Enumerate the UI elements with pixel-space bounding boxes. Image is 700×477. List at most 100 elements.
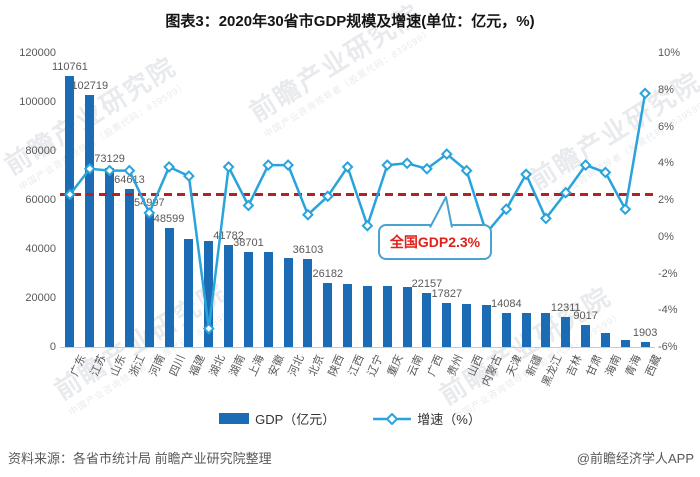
publisher-credit: @前瞻经济学人APP: [576, 451, 694, 466]
bar-西藏: [640, 342, 650, 347]
y-axis-tick-left: 120000: [19, 47, 56, 59]
x-axis-label-吉林: 吉林: [564, 353, 585, 379]
x-axis-label-江苏: 江苏: [88, 353, 109, 379]
growth-point-吉林: [559, 186, 572, 199]
bar-value-label-陕西: 26182: [312, 267, 344, 280]
growth-point-河北: [282, 159, 295, 172]
bar-湖北: [204, 240, 214, 347]
national-gdp-callout-text: 全国GDP2.3%: [389, 234, 481, 250]
bar-辽宁: [362, 285, 372, 347]
x-axis-label-辽宁: 辽宁: [366, 353, 387, 379]
growth-point-贵州: [440, 148, 453, 161]
growth-point-山西: [460, 164, 473, 177]
bar-江西: [343, 284, 353, 347]
bar-贵州: [442, 303, 452, 347]
y-axis-tick-right: 10%: [658, 47, 681, 59]
y-axis-tick-left: 60000: [25, 194, 56, 206]
y-axis-tick-left: 100000: [19, 96, 56, 108]
x-axis-label-甘肃: 甘肃: [584, 353, 605, 379]
y-axis-tick-left: 80000: [25, 145, 56, 157]
growth-point-陕西: [321, 190, 334, 203]
growth-point-辽宁: [361, 219, 374, 232]
growth-point-北京: [301, 208, 314, 221]
bar-广西: [422, 292, 432, 347]
bar-山西: [462, 303, 472, 347]
bar-海南: [600, 333, 610, 347]
bar-山东: [105, 167, 115, 347]
x-axis-line: [60, 347, 655, 348]
bar-value-label-江苏: 102719: [71, 80, 109, 93]
growth-point-新疆: [520, 168, 533, 181]
x-axis-label-贵州: 贵州: [445, 353, 466, 379]
x-axis-label-江西: 江西: [346, 353, 367, 379]
bar-value-label-西藏: 1903: [632, 327, 658, 340]
bar-value-label-甘肃: 9017: [573, 309, 598, 322]
x-axis-label-西藏: 西藏: [643, 353, 664, 379]
x-axis-label-海南: 海南: [604, 353, 625, 379]
bar-陕西: [323, 282, 333, 347]
bar-上海: [243, 252, 253, 347]
bar-安徽: [263, 252, 273, 347]
bar-四川: [164, 227, 174, 347]
bar-河北: [283, 258, 293, 347]
bar-value-label-上海: 38701: [233, 237, 264, 250]
bar-value-label-四川: 48599: [153, 212, 185, 225]
x-axis-label-青海: 青海: [623, 353, 644, 379]
x-axis-label-天津: 天津: [504, 353, 525, 379]
y-axis-tick-right: 8%: [658, 83, 674, 96]
chart-title: 图表3：2020年30省市GDP规模及增速(单位：亿元，%): [165, 13, 535, 30]
y-axis-tick-right: 0%: [658, 230, 674, 243]
y-axis-tick-right: 4%: [658, 157, 674, 170]
bar-重庆: [382, 285, 392, 347]
bar-value-label-河南: 54997: [134, 197, 165, 210]
legend-growth-label: 增速（%）: [417, 412, 481, 427]
x-axis-label-广东: 广东: [68, 353, 89, 379]
x-axis-label-北京: 北京: [306, 353, 327, 379]
gdp-bar-swatch-icon: [219, 413, 250, 424]
y-axis-tick-left: 40000: [25, 243, 56, 255]
growth-line-swatch-icon: [373, 412, 412, 425]
x-axis-label-河南: 河南: [147, 353, 168, 379]
bar-value-label-北京: 36103: [292, 243, 324, 256]
bar-value-label-广东: 110761: [51, 60, 88, 73]
legend: GDP（亿元） 增速（%）: [0, 409, 700, 428]
bar-河南: [144, 212, 154, 347]
bar-value-label-浙江: 64613: [114, 173, 145, 186]
bar-浙江: [124, 188, 134, 347]
growth-point-黑龙江: [539, 212, 552, 225]
growth-point-甘肃: [579, 159, 592, 172]
bar-云南: [402, 286, 412, 347]
growth-point-天津: [500, 203, 513, 216]
x-axis-label-四川: 四川: [167, 353, 188, 379]
bar-黑龙江: [541, 313, 551, 347]
y-axis-tick-right: 2%: [658, 194, 674, 206]
bar-青海: [620, 339, 630, 347]
bar-湖南: [224, 244, 234, 347]
growth-point-上海: [242, 199, 255, 212]
x-axis-label-陕西: 陕西: [326, 353, 347, 379]
bar-value-label-山东: 73129: [94, 152, 125, 165]
growth-point-福建: [182, 170, 195, 183]
y-axis-tick-right: 6%: [658, 120, 674, 133]
x-axis-label-云南: 云南: [405, 353, 426, 379]
x-axis-label-山东: 山东: [108, 353, 129, 379]
y-axis-tick-left: 20000: [25, 292, 56, 304]
legend-gdp-label: GDP（亿元）: [255, 412, 336, 427]
bar-江苏: [85, 95, 95, 347]
y-axis-tick-right: -6%: [658, 341, 678, 353]
bar-天津: [501, 312, 511, 347]
bar-广东: [65, 75, 75, 347]
growth-point-西藏: [639, 87, 652, 100]
growth-point-青海: [619, 203, 632, 216]
x-axis-label-重庆: 重庆: [385, 353, 406, 379]
growth-point-湖南: [222, 160, 235, 173]
bar-value-label-天津: 14084: [491, 297, 522, 310]
growth-point-云南: [401, 157, 414, 170]
growth-point-重庆: [381, 159, 394, 172]
bar-甘肃: [581, 324, 591, 347]
bar-内蒙古: [481, 304, 491, 347]
x-axis-label-上海: 上海: [247, 353, 268, 379]
growth-point-安徽: [262, 159, 275, 172]
growth-point-广西: [420, 162, 433, 175]
growth-point-四川: [163, 160, 176, 173]
